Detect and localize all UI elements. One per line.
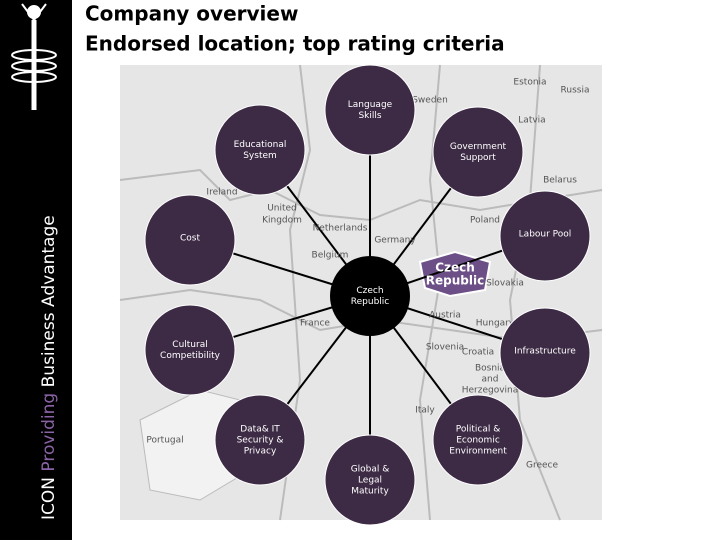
map-label: Portugal: [146, 436, 183, 446]
node-label: Educational: [234, 140, 287, 150]
node-label: Cost: [180, 234, 200, 244]
node-label: Environment: [449, 447, 507, 457]
criterion-node: [499, 307, 591, 399]
map-label: Herzegovina: [462, 386, 519, 396]
node-label: Language: [348, 100, 393, 110]
title-line: Company overview: [85, 2, 298, 26]
map-label: Sweden: [412, 96, 448, 106]
node-label: Infrastructure: [514, 347, 576, 357]
node-label: System: [243, 151, 277, 161]
criterion-node: [144, 194, 236, 286]
node-label: Maturity: [351, 487, 389, 497]
node-label: Government: [450, 142, 507, 152]
map-label: Slovakia: [486, 279, 524, 289]
map-label: Belarus: [543, 176, 577, 186]
criterion-node: [432, 106, 524, 198]
map-label: France: [300, 319, 330, 329]
criterion-node: [324, 434, 416, 526]
node-label: Global &: [351, 465, 390, 475]
map-label: Poland: [470, 216, 500, 226]
map-label: Greece: [526, 461, 558, 471]
criterion-node: [144, 304, 236, 396]
map-label: Slovenia: [426, 343, 464, 353]
map-label: Hungary: [476, 319, 515, 329]
node-label: Privacy: [244, 447, 277, 457]
node-label: Political &: [456, 425, 501, 435]
map-label: United: [267, 204, 297, 214]
logo: [11, 3, 57, 110]
map-label: Germany: [374, 236, 416, 246]
map-label: Austria: [429, 311, 461, 321]
map-highlight-label: Republic: [426, 274, 484, 288]
node-label: Labour Pool: [519, 230, 572, 240]
node-label: Republic: [351, 297, 390, 307]
map-label: Croatia: [462, 348, 494, 358]
map-label: Estonia: [513, 78, 546, 88]
criterion-node: [214, 104, 306, 196]
criterion-node: [214, 394, 306, 486]
brand: ICON: [39, 477, 59, 520]
sidebar-tagline: ICON Providing Business Advantage: [39, 215, 59, 520]
node-label: Cultural: [172, 340, 207, 350]
map-label: Latvia: [518, 116, 545, 126]
node-label: Skills: [358, 111, 381, 121]
criterion-node: [499, 190, 591, 282]
map-label: Belgium: [312, 251, 349, 261]
tagline-rest: Business Advantage: [39, 215, 59, 387]
criterion-node: [432, 394, 524, 486]
map-label: Ireland: [206, 188, 237, 198]
map-label: Netherlands: [313, 224, 368, 234]
tagline-highlight: Providing: [39, 393, 59, 472]
node-label: Data& IT: [240, 425, 280, 435]
node-label: Security &: [237, 436, 284, 446]
map-highlight-label: Czech: [435, 261, 475, 275]
map-label: Bosnia: [475, 364, 505, 374]
map-label: Russia: [561, 86, 590, 96]
criterion-node: [324, 64, 416, 156]
node-label: Czech: [356, 286, 383, 296]
node-label: Competibility: [160, 351, 221, 361]
map-label: Kingdom: [262, 216, 302, 226]
center-node: [330, 256, 410, 336]
node-label: Legal: [358, 476, 382, 486]
node-label: Support: [460, 153, 496, 163]
map-label: Italy: [415, 406, 435, 416]
map-label: and: [482, 375, 499, 385]
node-label: Economic: [456, 436, 500, 446]
title-line: Endorsed location; top rating criteria: [85, 32, 505, 56]
